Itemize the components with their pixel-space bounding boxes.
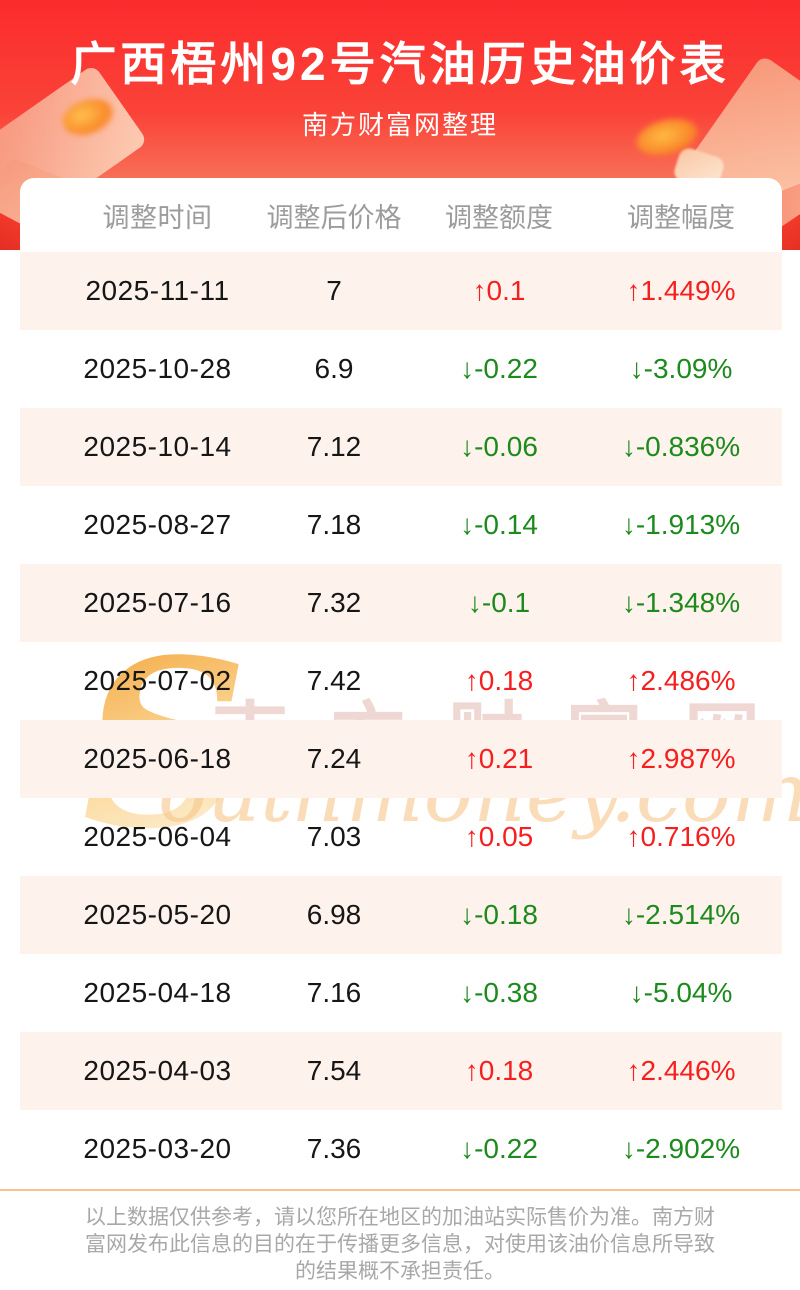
- page-subtitle: 南方财富网整理: [301, 110, 498, 140]
- cell-change: ↓-0.06: [460, 431, 538, 462]
- cell-price: 7.12: [306, 431, 362, 462]
- cell-pct: ↑0.716%: [626, 821, 736, 852]
- cell-pct: ↓-2.514%: [621, 899, 741, 930]
- cell-pct: ↓-1.913%: [621, 509, 741, 540]
- cell-price: 7.54: [306, 1055, 362, 1086]
- cell-date: 2025-08-27: [83, 509, 232, 540]
- cell-price: 7.24: [306, 743, 362, 774]
- table-row: 2025-10-14 7.12 ↓-0.06 ↓-0.836%: [20, 408, 782, 486]
- cell-date: 2025-06-04: [83, 821, 232, 852]
- cell-pct: ↓-3.09%: [629, 353, 733, 384]
- cell-price: 7.03: [306, 821, 362, 852]
- cell-price: 7.32: [306, 587, 362, 618]
- cell-date: 2025-11-11: [85, 275, 230, 306]
- cell-price: 7.36: [306, 1133, 362, 1164]
- cell-date: 2025-06-18: [83, 743, 232, 774]
- table-body: 2025-11-11 7 ↑0.1 ↑1.449% 2025-10-28 6.9 ↓-0.2…: [20, 252, 782, 1188]
- cell-change: ↑0.1: [472, 275, 526, 306]
- price-table-panel: S 南方财富网 outhmoney.com 调整时间 调整后价格 调整额度 调整…: [20, 178, 800, 1188]
- table-row: 2025-11-11 7 ↑0.1 ↑1.449%: [20, 252, 782, 330]
- footer-divider: [0, 1189, 800, 1191]
- disclaimer-line: 富网发布此信息的目的在于传播更多信息，对使用该油价信息所导致: [85, 1233, 715, 1256]
- disclaimer-line: 以上数据仅供参考，请以您所在地区的加油站实际售价为准。南方财: [85, 1206, 715, 1229]
- cell-date: 2025-10-28: [83, 353, 232, 384]
- cell-change: ↑0.18: [464, 665, 534, 696]
- cell-change: ↓-0.1: [467, 587, 531, 618]
- column-header-date: 调整时间: [102, 202, 213, 233]
- cell-date: 2025-05-20: [83, 899, 232, 930]
- table-row: 2025-06-04 7.03 ↑0.05 ↑0.716%: [20, 798, 782, 876]
- disclaimer-line: 的结果概不承担责任。: [295, 1260, 505, 1283]
- table-header-row: 调整时间 调整后价格 调整额度 调整幅度: [20, 178, 782, 252]
- table-row: 2025-04-18 7.16 ↓-0.38 ↓-5.04%: [20, 954, 782, 1032]
- table-row: 2025-10-28 6.9 ↓-0.22 ↓-3.09%: [20, 330, 782, 408]
- cell-change: ↓-0.14: [460, 509, 538, 540]
- cell-price: 6.98: [306, 899, 362, 930]
- cell-pct: ↑2.987%: [626, 743, 736, 774]
- cell-pct: ↑1.449%: [626, 275, 736, 306]
- cell-change: ↑0.21: [464, 743, 534, 774]
- cell-price: 7.18: [306, 509, 362, 540]
- cell-price: 7.42: [306, 665, 362, 696]
- cell-date: 2025-10-14: [83, 431, 232, 462]
- cell-price: 7: [326, 275, 342, 306]
- cell-pct: ↓-1.348%: [621, 587, 741, 618]
- cell-change: ↓-0.18: [460, 899, 538, 930]
- cell-change: ↑0.05: [464, 821, 534, 852]
- cell-change: ↑0.18: [464, 1055, 534, 1086]
- table-row: 2025-06-18 7.24 ↑0.21 ↑2.987%: [20, 720, 782, 798]
- cell-pct: ↑2.486%: [626, 665, 736, 696]
- column-header-pct: 调整幅度: [627, 202, 735, 233]
- cell-change: ↓-0.22: [460, 1133, 538, 1164]
- cell-date: 2025-07-02: [83, 665, 232, 696]
- cell-pct: ↓-5.04%: [629, 977, 733, 1008]
- cell-date: 2025-04-03: [83, 1055, 232, 1086]
- cell-change: ↓-0.22: [460, 353, 538, 384]
- cell-pct: ↓-0.836%: [621, 431, 741, 462]
- column-header-price: 调整后价格: [266, 202, 402, 233]
- cell-date: 2025-04-18: [83, 977, 232, 1008]
- table-row: 2025-07-02 7.42 ↑0.18 ↑2.486%: [20, 642, 782, 720]
- column-header-change: 调整额度: [445, 202, 553, 233]
- cell-pct: ↑2.446%: [626, 1055, 736, 1086]
- cell-date: 2025-07-16: [83, 587, 232, 618]
- table-row: 2025-08-27 7.18 ↓-0.14 ↓-1.913%: [20, 486, 782, 564]
- table-row: 2025-04-03 7.54 ↑0.18 ↑2.446%: [20, 1032, 782, 1110]
- cell-date: 2025-03-20: [83, 1133, 232, 1164]
- table-row: 2025-05-20 6.98 ↓-0.18 ↓-2.514%: [20, 876, 782, 954]
- cell-price: 7.16: [306, 977, 362, 1008]
- cell-pct: ↓-2.902%: [621, 1133, 741, 1164]
- disclaimer: 以上数据仅供参考，请以您所在地区的加油站实际售价为准。南方财 富网发布此信息的目…: [60, 1204, 740, 1285]
- cell-price: 6.9: [314, 353, 354, 384]
- table-row: 2025-03-20 7.36 ↓-0.22 ↓-2.902%: [20, 1110, 782, 1188]
- cell-change: ↓-0.38: [460, 977, 538, 1008]
- page-title: 广西梧州92号汽油历史油价表: [70, 38, 730, 90]
- table-row: 2025-07-16 7.32 ↓-0.1 ↓-1.348%: [20, 564, 782, 642]
